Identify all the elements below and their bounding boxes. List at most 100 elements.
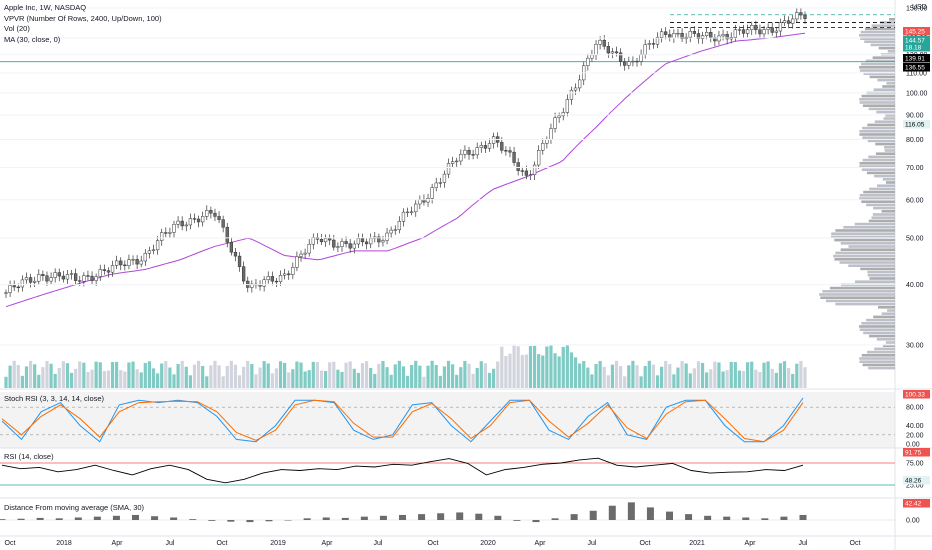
volume-bar: [737, 370, 742, 388]
volume-profile-row: [820, 296, 895, 299]
candle-body: [160, 232, 164, 241]
volume-bar: [127, 362, 131, 388]
volume-profile-row: [833, 254, 895, 258]
stoch-tick-label: 0.00: [906, 442, 920, 449]
volume-bar: [438, 375, 442, 388]
x-tick-label: Jul: [799, 540, 808, 547]
volume-bar: [434, 364, 438, 388]
candle-body: [528, 174, 533, 176]
dist-bar: [475, 513, 483, 520]
volume-bar: [778, 363, 783, 388]
candle-body: [4, 292, 8, 294]
candle-body: [467, 149, 471, 155]
volume-bar: [164, 361, 168, 388]
candle-body: [737, 29, 742, 31]
candle-body: [98, 269, 102, 277]
candle-body: [733, 29, 737, 38]
volume-profile-row: [882, 344, 895, 347]
volume-profile-row: [859, 162, 895, 165]
dist-bar: [17, 518, 25, 520]
dist-bar: [227, 520, 235, 522]
candle-body: [664, 31, 668, 35]
price-tick-label: 100.00: [906, 90, 928, 97]
volume-bar: [45, 360, 49, 388]
dist-bar: [189, 519, 197, 520]
volume-profile-row: [885, 341, 895, 344]
stoch-tick-label: 40.00: [906, 423, 924, 430]
candle-body: [799, 12, 803, 16]
volume-profile-row: [868, 155, 895, 159]
volume-bar: [65, 363, 70, 388]
volume-bar: [520, 355, 524, 388]
volume-profile-row: [866, 350, 895, 354]
candle-body: [127, 259, 131, 266]
dist-bar: [532, 520, 540, 523]
volume-profile-row: [860, 267, 895, 271]
candle-body: [442, 173, 447, 183]
dist-bar: [418, 514, 426, 520]
volume-bar: [143, 362, 147, 388]
volume-bar: [614, 360, 619, 388]
volume-bar: [242, 366, 246, 388]
candle-body: [106, 270, 111, 273]
dist-bar: [494, 515, 502, 520]
x-tick-label: 2020: [480, 540, 496, 547]
volume-profile-row: [865, 59, 895, 63]
volume-bar: [283, 362, 287, 388]
volume-bar: [385, 367, 389, 388]
candle-body: [74, 273, 78, 281]
volume-bar: [557, 356, 561, 388]
candle-body: [610, 51, 615, 54]
candle-body: [668, 34, 672, 39]
volume-bar: [221, 376, 225, 388]
volume-bar: [479, 361, 483, 388]
volume-profile-row: [885, 181, 895, 184]
volume-bar: [24, 366, 29, 388]
candle-body: [700, 35, 705, 39]
candle-body: [303, 252, 307, 255]
rsi-line: [1, 457, 804, 484]
candle-body: [164, 232, 168, 234]
volume-bar: [287, 372, 291, 388]
volume-bar: [237, 375, 242, 388]
volume-bar: [225, 366, 229, 388]
volume-profile-row: [862, 158, 895, 162]
volume-bar: [799, 360, 803, 388]
candle-body: [479, 145, 483, 148]
price-tick-label: 30.00: [906, 342, 924, 349]
candle-body: [381, 240, 385, 243]
volume-profile-row: [861, 354, 895, 357]
volume-bar: [545, 346, 549, 388]
candle-body: [69, 273, 74, 275]
x-tick-label: 2019: [270, 540, 286, 547]
currency-label: USD: [912, 4, 927, 11]
candle-body: [553, 117, 557, 129]
volume-bar: [561, 346, 565, 388]
candle-body: [696, 33, 701, 39]
volume-bar: [295, 361, 299, 388]
price-tick-label: 80.00: [906, 137, 924, 144]
volume-bar: [549, 345, 553, 388]
volume-bar: [352, 368, 356, 388]
dist-bar: [170, 517, 178, 520]
volume-profile-row: [859, 130, 895, 133]
dist-bar: [456, 512, 464, 520]
volume-bar: [74, 368, 78, 388]
volume-bar: [573, 357, 578, 388]
x-tick-label: Jul: [588, 540, 597, 547]
dist-bar: [208, 520, 216, 521]
candle-body: [61, 275, 66, 280]
volume-bar: [303, 371, 307, 388]
volume-profile-row: [859, 325, 895, 328]
dist-bar: [608, 505, 616, 520]
volume-profile-row: [873, 88, 895, 91]
volume-bar: [471, 373, 475, 388]
volume-bar: [565, 345, 569, 388]
volume-bar: [582, 361, 586, 388]
candle-body: [623, 61, 627, 66]
volume-bar: [594, 364, 598, 388]
volume-bar: [78, 361, 82, 388]
candle-body: [631, 60, 635, 63]
volume-bar: [692, 368, 696, 388]
